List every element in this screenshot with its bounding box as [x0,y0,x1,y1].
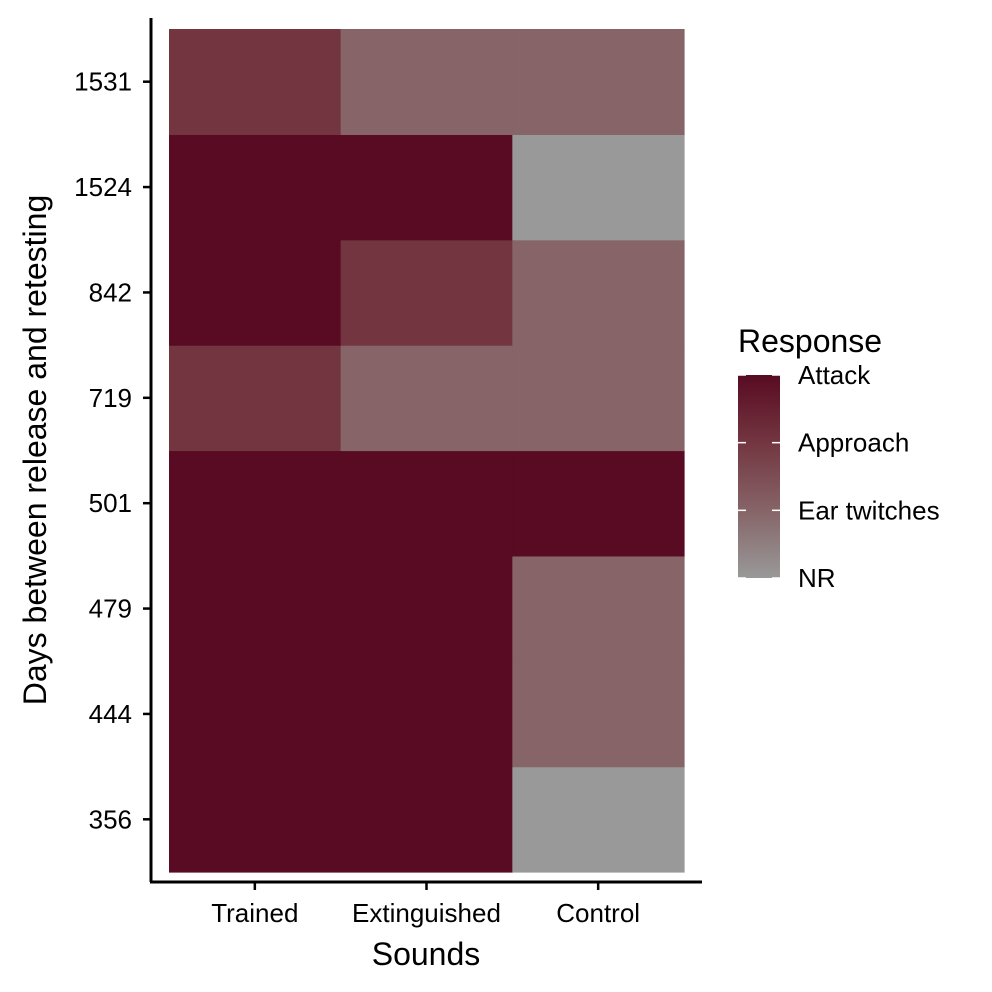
heatmap-cell-trained-1531 [169,29,342,135]
heatmap-cell-trained-444 [169,661,342,768]
heatmap-cell-control-501 [512,450,685,557]
y-tick-label-356: 356 [89,804,132,834]
heatmap-cell-extinguished-842 [340,239,513,346]
heatmap-cell-trained-1524 [169,134,342,241]
heatmap-cell-extinguished-719 [340,345,513,452]
legend-colorbar [738,375,780,578]
legend-label-ear-twitches: Ear twitches [798,495,940,525]
heatmap-cell-trained-719 [169,345,342,452]
y-tick-label-1531: 1531 [74,67,132,97]
legend-label-nr: NR [798,563,836,593]
heatmap-cell-extinguished-444 [340,661,513,768]
legend: Response Attack Approach Ear twitches NR [738,323,940,593]
y-tick-label-842: 842 [89,277,132,307]
y-tick-label-501: 501 [89,488,132,518]
heatmap-cell-control-444 [512,661,685,768]
heatmap-cell-control-1524 [512,134,685,241]
y-tick-label-479: 479 [89,594,132,624]
heatmap-cell-control-719 [512,345,685,452]
heatmap-cell-trained-501 [169,450,342,557]
heatmap-cell-extinguished-479 [340,555,513,662]
y-axis-title: Days between release and retesting [17,195,53,706]
heatmap-cell-control-479 [512,555,685,662]
x-axis-title: Sounds [372,936,481,972]
heatmap-cell-control-356 [512,766,685,873]
y-tick-label-719: 719 [89,383,132,413]
heatmap-cells [169,29,685,873]
x-tick-label-trained: Trained [211,898,298,928]
x-tick-label-control: Control [556,898,640,928]
heatmap-cell-control-842 [512,239,685,346]
legend-label-approach: Approach [798,428,909,458]
y-tick-label-444: 444 [89,699,132,729]
legend-title: Response [738,323,882,359]
x-axis-ticks: Trained Extinguished Control [211,882,640,928]
heatmap-cell-extinguished-501 [340,450,513,557]
heatmap-cell-trained-479 [169,555,342,662]
legend-labels: Attack Approach Ear twitches NR [738,360,940,593]
heatmap-cell-trained-842 [169,239,342,346]
heatmap-cell-extinguished-1531 [340,29,513,135]
heatmap-cell-extinguished-1524 [340,134,513,241]
legend-label-attack: Attack [798,360,871,390]
x-tick-label-extinguished: Extinguished [352,898,501,928]
heatmap-cell-control-1531 [512,29,685,135]
y-axis-ticks: 356 444 479 501 719 842 1524 1531 [74,67,151,834]
y-tick-label-1524: 1524 [74,172,132,202]
heatmap-cell-extinguished-356 [340,766,513,873]
heatmap-cell-trained-356 [169,766,342,873]
